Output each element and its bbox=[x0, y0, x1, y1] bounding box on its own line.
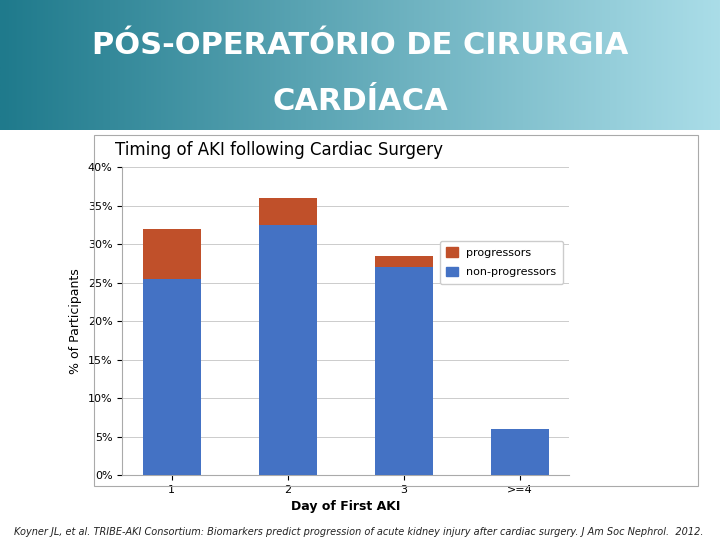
Bar bbox=[143, 229, 201, 279]
Text: Timing of AKI following Cardiac Surgery: Timing of AKI following Cardiac Surgery bbox=[114, 141, 443, 159]
Bar bbox=[143, 279, 201, 475]
Text: Koyner JL, et al. TRIBE-AKI Consortium: Biomarkers predict progression of acute : Koyner JL, et al. TRIBE-AKI Consortium: … bbox=[14, 527, 704, 537]
Bar bbox=[374, 267, 433, 475]
Text: PÓS-OPERATÓRIO DE CIRURGIA: PÓS-OPERATÓRIO DE CIRURGIA bbox=[92, 31, 628, 60]
Legend: progressors, non-progressors: progressors, non-progressors bbox=[440, 241, 563, 284]
Bar bbox=[258, 198, 317, 225]
Bar bbox=[258, 225, 317, 475]
Y-axis label: % of Participants: % of Participants bbox=[69, 268, 82, 374]
Bar bbox=[490, 429, 549, 475]
Text: CARDÍACA: CARDÍACA bbox=[272, 86, 448, 116]
Bar bbox=[374, 256, 433, 267]
X-axis label: Day of First AKI: Day of First AKI bbox=[291, 501, 400, 514]
